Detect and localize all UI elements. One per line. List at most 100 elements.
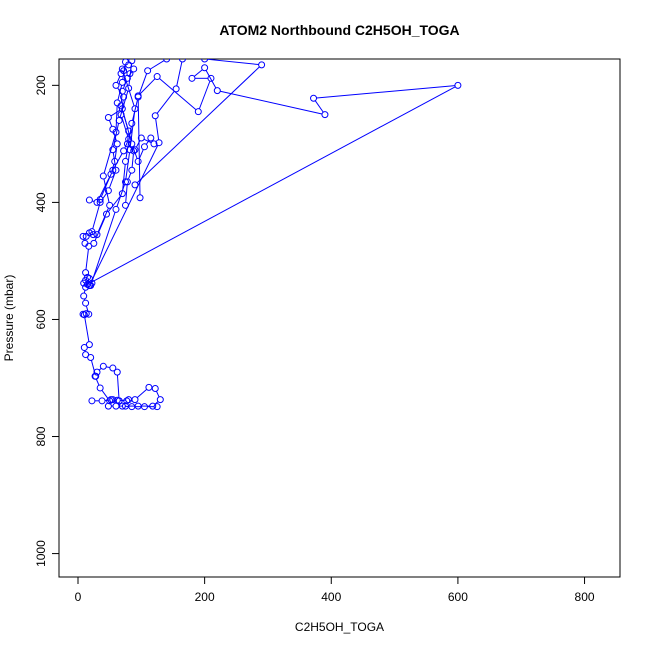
data-point (207, 74, 215, 82)
data-point (131, 396, 139, 404)
data-point (140, 403, 148, 411)
data-point (155, 139, 163, 147)
data-point (201, 64, 209, 72)
x-tick-label: 800 (575, 590, 595, 604)
data-point (144, 67, 152, 75)
data-point (83, 280, 91, 288)
y-tick-label: 800 (34, 426, 48, 446)
series-line-segment (127, 172, 132, 180)
data-point (123, 178, 131, 186)
data-point (87, 354, 95, 362)
data-point (96, 195, 104, 203)
series-line-segment (115, 105, 118, 130)
data-point (104, 187, 112, 195)
series-line-segment (112, 123, 120, 147)
series-line-segment (127, 133, 129, 141)
series-line-segment (103, 178, 110, 203)
data-series (91, 362, 123, 405)
data-point (151, 385, 159, 393)
x-axis: 0 200 400 600 800 (75, 576, 595, 604)
data-point (118, 65, 126, 73)
data-point (98, 397, 106, 405)
data-point (82, 351, 90, 359)
x-axis-label: C2H5OH_TOGA (295, 620, 384, 634)
series-line-segment (106, 366, 110, 368)
data-point (99, 172, 107, 180)
series-line-segment (137, 98, 141, 195)
data-point (321, 111, 329, 119)
series-line-segment (119, 91, 129, 118)
data-point (112, 81, 120, 89)
series-line-segment (125, 152, 131, 180)
data-point (125, 396, 133, 404)
series-line-segment (95, 378, 100, 386)
data-point (81, 239, 89, 247)
series-line-segment (136, 388, 147, 399)
data-point (85, 310, 93, 318)
data-point (128, 59, 136, 65)
data-point (104, 114, 112, 122)
series-line-segment (124, 141, 128, 149)
series-line-segment (122, 164, 126, 191)
y-tick-label: 200 (34, 75, 48, 95)
data-point (140, 143, 148, 151)
data-point (106, 201, 114, 209)
series-layer (79, 59, 462, 411)
data-point (88, 397, 96, 405)
series-line-segment (143, 138, 152, 144)
data-point (83, 273, 91, 281)
series-line-segment (101, 192, 108, 201)
data-point (120, 147, 128, 155)
series-line-segment (116, 375, 120, 398)
x-tick-label: 400 (321, 590, 341, 604)
series-line-segment (112, 152, 117, 168)
series-line-segment (107, 195, 121, 213)
series-line-segment (122, 71, 135, 107)
series-line-segment (103, 134, 116, 174)
data-point (213, 87, 221, 95)
data-point (137, 134, 145, 142)
data-point (172, 85, 180, 93)
series-line-segment (90, 145, 159, 284)
data-point (109, 166, 117, 174)
data-point (131, 181, 139, 189)
data-point (150, 140, 158, 148)
series-line-segment (122, 64, 126, 80)
data-point (113, 368, 121, 376)
data-point (85, 282, 93, 290)
data-point (113, 140, 121, 148)
x-tick-label: 200 (195, 590, 215, 604)
data-point (194, 108, 202, 116)
data-point (454, 81, 462, 89)
series-line-segment (100, 172, 113, 197)
data-point (93, 231, 101, 239)
data-point (88, 228, 96, 236)
data-point (79, 232, 87, 240)
data-point (131, 146, 139, 154)
series-line-segment (90, 360, 96, 374)
data-point (93, 368, 101, 376)
series-line-segment (314, 100, 324, 113)
data-point (121, 178, 129, 186)
data-point (80, 344, 88, 352)
series-line-segment (149, 60, 165, 70)
y-axis-label: Pressure (mbar) (2, 275, 16, 362)
data-point (120, 93, 128, 101)
series-line-segment (120, 94, 123, 103)
series-line-segment (138, 149, 144, 159)
data-series (88, 59, 136, 236)
series-line-segment (121, 117, 129, 137)
data-point (156, 396, 164, 404)
x-tick-label: 600 (448, 590, 468, 604)
data-point (118, 78, 126, 86)
data-point (109, 364, 117, 372)
data-point (163, 59, 171, 63)
data-point (107, 170, 115, 178)
data-point (178, 59, 186, 63)
data-point (115, 116, 123, 124)
data-series (88, 383, 164, 411)
data-point (136, 194, 144, 202)
data-point (90, 239, 98, 247)
data-series (90, 59, 171, 247)
